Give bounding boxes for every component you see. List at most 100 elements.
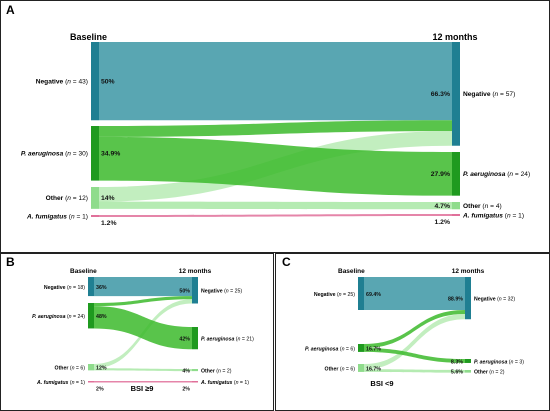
panel-c-12m-pct-aer: 8.3% — [451, 359, 463, 365]
count-value: 25 — [235, 289, 241, 295]
panel-c-flows — [364, 277, 465, 373]
panel-a-baseline-pct-fum: 1.2% — [101, 220, 117, 227]
count-eq: = — [238, 380, 244, 386]
count-eq: = — [502, 296, 508, 302]
count-eq: = — [229, 289, 235, 295]
count-eq: = — [511, 212, 519, 219]
count-var: n — [511, 359, 514, 365]
panel-b-12m-label-oth: Other (n = 2) — [201, 368, 232, 374]
count-var: n — [342, 346, 345, 352]
panel-c-12-months-header: 12 months — [452, 268, 485, 275]
panel-b-12m-label-neg: Negative (n = 25) — [201, 289, 242, 295]
count-close: ) — [83, 380, 85, 386]
panel-b-12m-pct-oth: 4% — [182, 368, 190, 374]
count-value: 1 — [80, 380, 83, 386]
count-value: 4 — [496, 203, 500, 210]
count-var: n — [69, 285, 72, 291]
panel-c-flow-neg-to-neg — [364, 277, 465, 310]
panel-a-baseline-pct-aer: 34.9% — [101, 151, 120, 158]
panel-b-12m-pct-aer: 42% — [179, 336, 190, 342]
count-close: ) — [353, 292, 355, 298]
count-eq: = — [513, 359, 519, 365]
count-open: ( — [63, 78, 68, 85]
panel-c-12m-node-neg — [465, 277, 471, 320]
count-eq: = — [221, 368, 227, 374]
node-name: Other — [46, 195, 64, 202]
panel-b-12m-node-oth — [192, 369, 198, 372]
count-close: ) — [240, 289, 242, 295]
panel-a-12m-node-aer — [452, 152, 460, 196]
panel-c-baseline-node-neg — [358, 277, 364, 310]
node-name: A. fumigatus — [462, 212, 503, 219]
count-value: 6 — [80, 365, 83, 371]
node-name: Other — [463, 203, 481, 210]
count-open: ( — [481, 203, 486, 210]
panel-b-baseline-node-fum — [88, 381, 94, 383]
count-eq: = — [71, 151, 79, 158]
count-value: 6 — [350, 366, 353, 372]
panel-b-baseline-header: Baseline — [70, 268, 97, 275]
count-eq: = — [494, 370, 500, 376]
panel-b-12m-pct-fum: 2% — [182, 387, 190, 393]
panel-a-flow-fum-to-fum — [99, 214, 452, 217]
node-name: P. aeruginosa — [463, 171, 506, 178]
node-name: Other — [325, 366, 339, 372]
panel-c-caption: BSI <9 — [370, 379, 393, 388]
count-close: ) — [83, 314, 85, 320]
count-var: n — [339, 292, 342, 298]
count-eq: = — [75, 213, 83, 220]
count-close: ) — [353, 346, 355, 352]
count-var: n — [507, 212, 511, 219]
count-open: ( — [503, 212, 508, 219]
count-var: n — [226, 289, 229, 295]
count-open: ( — [223, 289, 226, 295]
panel-c-letter: C — [282, 255, 291, 269]
count-close: ) — [252, 336, 254, 342]
count-value: 2 — [500, 370, 503, 376]
panel-a-baseline-label-neg: Negative (n = 43) — [36, 78, 88, 85]
count-close: ) — [503, 370, 505, 376]
panel-c-flow-oth-to-oth — [364, 369, 465, 373]
node-name: Negative — [474, 296, 496, 302]
node-name: Negative — [314, 292, 336, 298]
count-eq: = — [72, 285, 78, 291]
count-var: n — [71, 213, 75, 220]
count-value: 12 — [78, 195, 86, 202]
node-name: P. aeruginosa — [474, 359, 507, 365]
panel-a-12m-pct-aer: 27.9% — [431, 171, 450, 178]
panel-a-baseline-node-aer — [91, 126, 99, 181]
panel-c-baseline-pct-aer: 16.7% — [366, 346, 381, 352]
count-eq: = — [344, 366, 350, 372]
panel-b-12m-label-fum: A. fumigatus (n = 1) — [200, 380, 249, 386]
count-open: ( — [507, 359, 510, 365]
count-open: ( — [66, 314, 69, 320]
panel-a-baseline-node-neg — [91, 42, 99, 121]
panel-c-baseline-pct-neg: 69.4% — [366, 292, 381, 298]
panel-a-12m-node-oth — [452, 202, 460, 210]
count-var: n — [72, 365, 75, 371]
count-var: n — [72, 380, 75, 386]
count-value: 30 — [78, 151, 86, 158]
panel-c-12m-node-oth — [465, 370, 471, 373]
panel-b-baseline-label-neg: Negative (n = 18) — [44, 285, 85, 291]
panel-a-12m-node-fum — [452, 214, 460, 216]
count-eq: = — [488, 203, 496, 210]
count-close: ) — [230, 368, 232, 374]
panel-b-12-months-header: 12 months — [179, 268, 212, 275]
panel-b-baseline-label-fum: A. fumigatus (n = 1) — [36, 380, 85, 386]
count-var: n — [67, 151, 71, 158]
count-var: n — [485, 203, 489, 210]
count-eq: = — [72, 314, 78, 320]
panel-b-baseline-pct-oth: 12% — [96, 365, 107, 371]
panel-a-baseline-header: Baseline — [70, 32, 107, 42]
node-name: P. aeruginosa — [305, 346, 338, 352]
count-close: ) — [83, 285, 85, 291]
count-eq: = — [498, 91, 506, 98]
count-open: ( — [68, 380, 71, 386]
count-open: ( — [232, 380, 235, 386]
panel-a-12m-node-neg — [452, 42, 460, 146]
panel-b-baseline-pct-fum: 2% — [96, 387, 104, 393]
panel-b-flows — [94, 277, 192, 383]
count-value: 1 — [244, 380, 247, 386]
